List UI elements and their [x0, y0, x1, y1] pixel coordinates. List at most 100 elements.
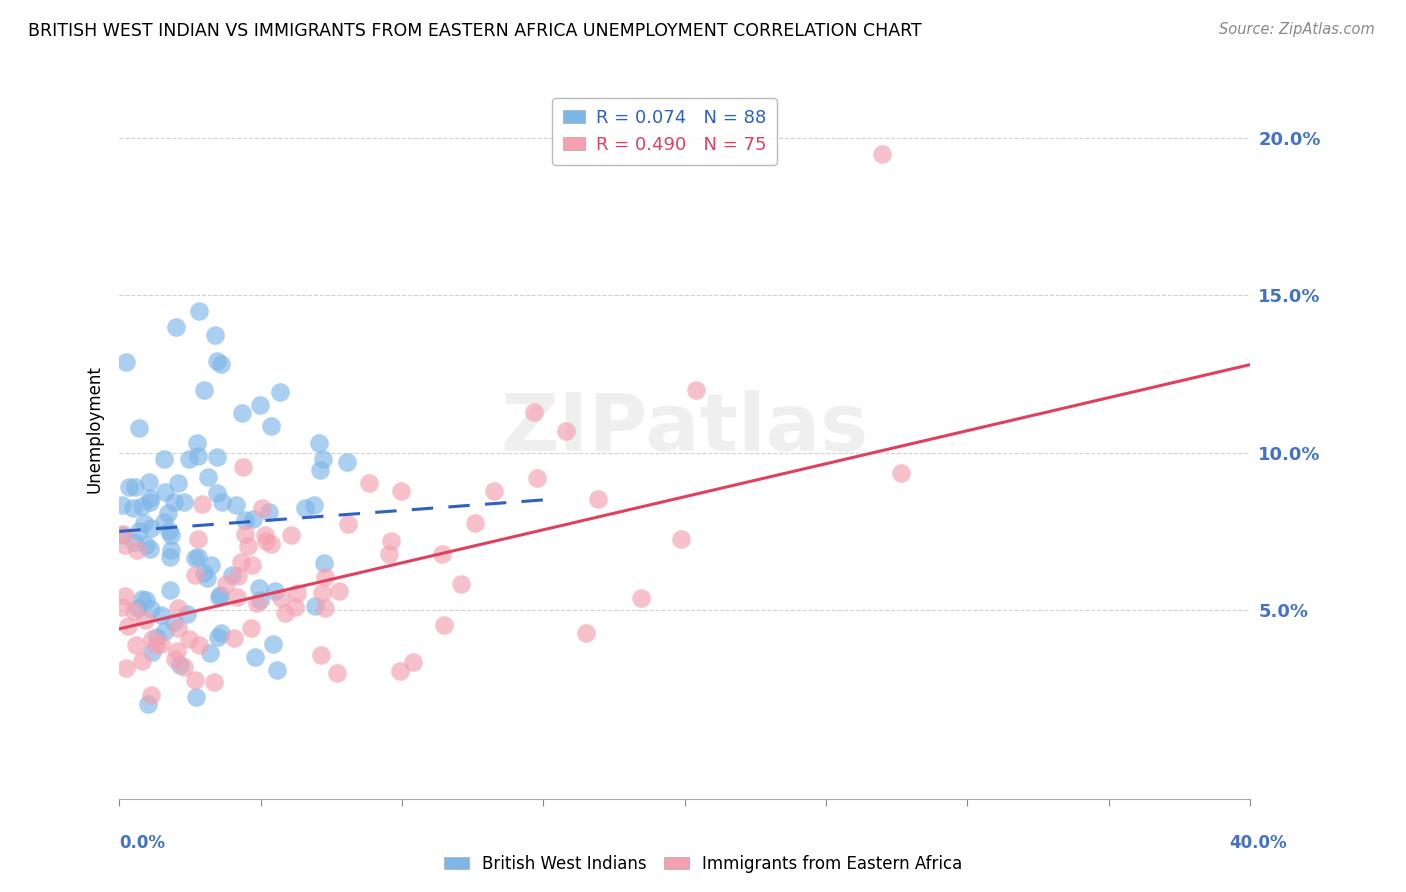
Point — [167, 622, 190, 636]
Point — [134, 613, 156, 627]
Point — [117, 619, 139, 633]
Point — [112, 526, 135, 541]
Point — [125, 638, 148, 652]
Point — [149, 637, 172, 651]
Point — [236, 539, 259, 553]
Y-axis label: Unemployment: Unemployment — [86, 365, 103, 493]
Point — [214, 576, 236, 591]
Point — [153, 484, 176, 499]
Point — [232, 460, 254, 475]
Point — [131, 591, 153, 606]
Point — [389, 664, 412, 678]
Text: ZIPatlas: ZIPatlas — [501, 390, 869, 468]
Point — [225, 498, 247, 512]
Point — [269, 384, 291, 399]
Point — [482, 484, 505, 499]
Point — [526, 471, 548, 485]
Point — [205, 485, 228, 500]
Point — [304, 599, 326, 614]
Point — [433, 618, 456, 632]
Point — [249, 593, 271, 607]
Text: Source: ZipAtlas.com: Source: ZipAtlas.com — [1219, 22, 1375, 37]
Point — [337, 516, 360, 531]
Point — [157, 524, 180, 538]
Point — [139, 541, 162, 556]
Point — [450, 576, 472, 591]
Point — [131, 500, 153, 514]
Point — [264, 584, 287, 599]
Point — [118, 480, 141, 494]
Point — [311, 451, 333, 466]
Point — [188, 639, 211, 653]
Text: 40.0%: 40.0% — [1229, 834, 1286, 852]
Point — [184, 690, 207, 705]
Point — [163, 615, 186, 629]
Point — [131, 654, 153, 668]
Point — [260, 537, 283, 551]
Point — [176, 607, 198, 621]
Point — [136, 698, 159, 712]
Legend: R = 0.074   N = 88, R = 0.490   N = 75: R = 0.074 N = 88, R = 0.490 N = 75 — [553, 98, 778, 165]
Point — [139, 688, 162, 702]
Point — [262, 637, 284, 651]
Point — [575, 625, 598, 640]
Point — [240, 621, 263, 635]
Point — [127, 601, 149, 615]
Point — [389, 483, 412, 498]
Point — [280, 528, 302, 542]
Point — [160, 542, 183, 557]
Text: 0.0%: 0.0% — [120, 834, 166, 852]
Point — [872, 147, 894, 161]
Point — [555, 424, 578, 438]
Point — [124, 535, 146, 549]
Point — [308, 435, 330, 450]
Point — [249, 398, 271, 412]
Point — [266, 663, 288, 677]
Point — [193, 383, 215, 397]
Point — [294, 500, 316, 515]
Point — [890, 466, 912, 480]
Point — [328, 584, 350, 599]
Point — [187, 532, 209, 546]
Point — [159, 583, 181, 598]
Point — [240, 558, 263, 572]
Point — [401, 655, 423, 669]
Point — [173, 659, 195, 673]
Point — [165, 320, 187, 334]
Point — [187, 549, 209, 564]
Point — [114, 660, 136, 674]
Point — [138, 475, 160, 490]
Point — [204, 328, 226, 343]
Point — [128, 524, 150, 539]
Point — [159, 550, 181, 565]
Point — [242, 512, 264, 526]
Point — [139, 495, 162, 509]
Point — [671, 532, 693, 546]
Point — [233, 513, 256, 527]
Point — [197, 469, 219, 483]
Point — [207, 450, 229, 464]
Point — [111, 599, 134, 614]
Point — [114, 590, 136, 604]
Point — [336, 455, 359, 469]
Point — [124, 603, 146, 617]
Point — [139, 491, 162, 505]
Point — [184, 551, 207, 566]
Point — [221, 567, 243, 582]
Point — [121, 501, 143, 516]
Point — [247, 581, 270, 595]
Point — [254, 533, 277, 548]
Point — [188, 304, 211, 318]
Point — [165, 652, 187, 666]
Point — [302, 499, 325, 513]
Point — [135, 593, 157, 607]
Point — [252, 501, 274, 516]
Point — [325, 665, 347, 680]
Point — [432, 548, 454, 562]
Point — [309, 463, 332, 477]
Point — [586, 492, 609, 507]
Point — [243, 650, 266, 665]
Point — [208, 590, 231, 604]
Point — [209, 626, 232, 640]
Point — [163, 495, 186, 509]
